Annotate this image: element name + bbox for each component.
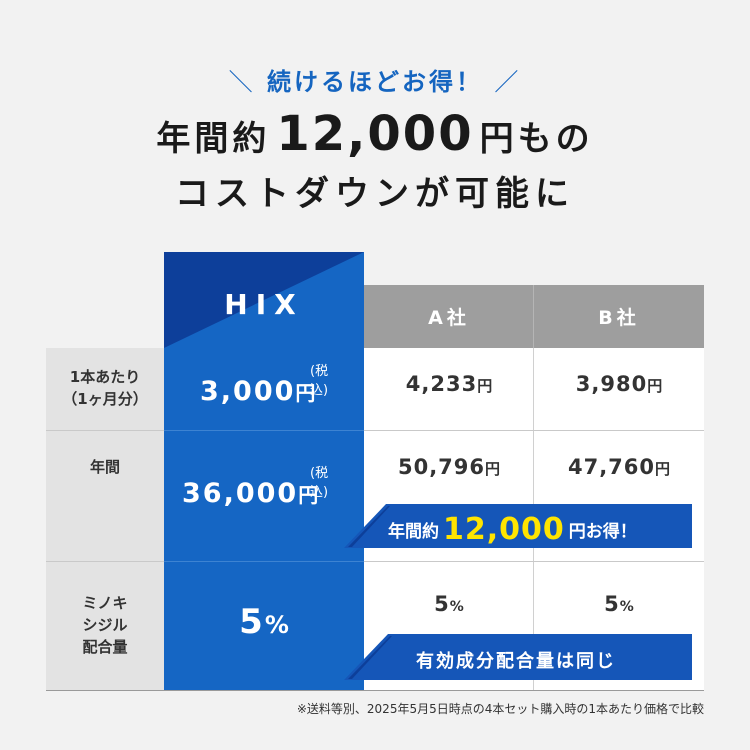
- savings-amount: 12,000: [443, 512, 565, 547]
- cells-row-monthly: [364, 348, 704, 430]
- headline: 年間約 12,000 円もの: [0, 106, 750, 162]
- b-monthly-value: 3,980: [575, 372, 648, 396]
- table-bottom-border: [46, 690, 704, 691]
- a-minoxidil-value: 5: [434, 592, 450, 616]
- b-minoxidil-amount: 5%: [534, 592, 704, 616]
- b-minoxidil-value: 5: [604, 592, 620, 616]
- row-divider-2b: [364, 561, 704, 562]
- tagline-text: 続けるほどお得！: [267, 68, 483, 96]
- a-annual-unit: 円: [485, 460, 501, 478]
- a-monthly-price: 4,233円: [364, 372, 534, 396]
- hix-monthly-price: 3,000円 (税込): [200, 364, 328, 407]
- headline-suffix: 円もの: [479, 119, 594, 159]
- headline-subtitle: コストダウンが可能に: [175, 174, 575, 214]
- b-monthly-price: 3,980円: [534, 372, 704, 396]
- headline-amount: 12,000: [276, 106, 474, 162]
- row-label-minoxidil-line1: ミノキ: [82, 594, 128, 613]
- hix-header: [164, 252, 364, 348]
- b-monthly-unit: 円: [647, 377, 663, 395]
- hix-annual-unit: 円: [298, 483, 319, 507]
- savings-prefix: 年間約: [388, 522, 439, 542]
- b-annual-unit: 円: [655, 460, 671, 478]
- a-annual-value: 50,796: [397, 455, 486, 479]
- b-annual-value: 47,760: [567, 455, 656, 479]
- hix-monthly-value: 3,000: [200, 376, 296, 407]
- same-ingredient-text: 有効成分配合量は同じ: [416, 651, 616, 672]
- column-header-b: B社: [534, 285, 704, 348]
- a-annual-price: 50,796円: [364, 455, 534, 479]
- hix-monthly-unit: 円: [295, 381, 316, 405]
- hix-minoxidil-unit: %: [264, 611, 289, 639]
- hix-row-divider-1: [164, 430, 364, 431]
- hix-header-diagonal: [164, 252, 364, 348]
- row-label-monthly-line1: 1本あたり: [69, 368, 141, 387]
- hix-annual-value: 36,000: [182, 478, 299, 509]
- a-minoxidil-unit: %: [449, 599, 464, 615]
- hix-monthly-tax-label: (税込): [310, 364, 329, 398]
- b-minoxidil-unit: %: [619, 599, 634, 615]
- tagline: ＼ 続けるほどお得！ ／: [0, 62, 750, 97]
- row-label-monthly-line2: （1ヶ月分）: [62, 390, 148, 408]
- row-label-minoxidil-line2: シジル: [82, 616, 128, 635]
- savings-banner-text: 年間約 12,000 円お得！: [388, 510, 637, 547]
- column-header-a: A社: [364, 285, 534, 348]
- same-ingredient-banner: [344, 634, 692, 680]
- tagline-left-slash: ＼: [228, 68, 256, 96]
- b-annual-price: 47,760円: [534, 455, 704, 479]
- hix-row-divider-2: [164, 561, 364, 562]
- row-divider-1: [46, 430, 164, 431]
- row-label-annual-text: 年間: [89, 458, 120, 476]
- row-label-monthly: 1本あたり （1ヶ月分）: [46, 348, 164, 430]
- footnote: ※送料等別、2025年5月5日時点の4本セット購入時の1本あたり価格で比較: [296, 702, 704, 716]
- a-monthly-value: 4,233: [405, 372, 478, 396]
- row-label-minoxidil: ミノキ シジル 配合量: [46, 562, 164, 690]
- header-divider: [533, 285, 534, 348]
- a-minoxidil-amount: 5%: [364, 592, 534, 616]
- hix-minoxidil-amount: 5%: [164, 602, 364, 642]
- row-label-minoxidil-line3: 配合量: [82, 637, 128, 656]
- hix-minoxidil-value: 5: [239, 602, 265, 642]
- savings-banner: [344, 504, 692, 548]
- hix-annual-price: 36,000円 (税込): [182, 466, 328, 509]
- a-monthly-unit: 円: [477, 377, 493, 395]
- tagline-right-slash: ／: [494, 68, 522, 96]
- hix-annual-tax-label: (税込): [310, 466, 329, 500]
- hix-column-title: HIX: [224, 288, 304, 321]
- savings-suffix: 円お得！: [568, 522, 637, 542]
- row-label-annual: 年間: [46, 431, 164, 561]
- row-divider-1b: [364, 430, 704, 431]
- row-divider-2: [46, 561, 164, 562]
- headline-prefix: 年間約: [156, 119, 271, 159]
